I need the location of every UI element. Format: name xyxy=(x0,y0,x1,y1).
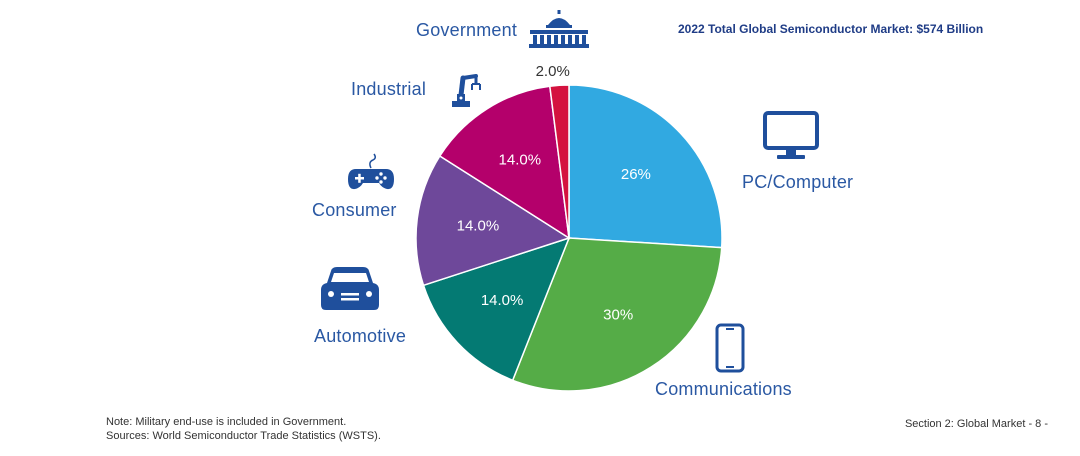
smartphone-icon xyxy=(715,323,745,373)
slice-label-pc-computer: 26% xyxy=(621,166,651,183)
chart-title: 2022 Total Global Semiconductor Market: … xyxy=(678,22,984,36)
footnote: Note: Military end-use is included in Go… xyxy=(106,415,381,443)
gamepad-icon xyxy=(348,153,394,190)
car-icon xyxy=(321,267,379,310)
robotic-arm-icon xyxy=(452,74,481,107)
label-communications: Communications xyxy=(655,379,792,399)
slice-label-consumer: 14.0% xyxy=(457,217,500,234)
pie-slice-communications xyxy=(511,237,723,392)
footnote-sources: Sources: World Semiconductor Trade Stati… xyxy=(106,430,381,442)
pie-slice-government xyxy=(548,84,570,239)
label-pc-computer: PC/Computer xyxy=(742,172,854,192)
footnote-note: Note: Military end-use is included in Go… xyxy=(106,416,347,428)
page-footer: Section 2: Global Market - 8 - xyxy=(904,418,1048,430)
slice-label-government: 2.0% xyxy=(536,63,570,80)
slice-label-automotive: 14.0% xyxy=(481,292,524,309)
pie-slice-consumer xyxy=(415,154,571,287)
label-consumer: Consumer xyxy=(312,200,397,220)
capitol-building-icon xyxy=(529,10,589,48)
label-industrial: Industrial xyxy=(351,79,427,99)
monitor-icon xyxy=(763,111,819,159)
label-automotive: Automotive xyxy=(314,326,407,346)
slice-label-communications: 30% xyxy=(603,306,633,323)
slice-label-industrial: 14.0% xyxy=(499,151,542,168)
pie-slice-industrial xyxy=(438,85,570,240)
label-government: Government xyxy=(416,20,518,40)
pie-slice-pc-computer xyxy=(568,84,723,249)
